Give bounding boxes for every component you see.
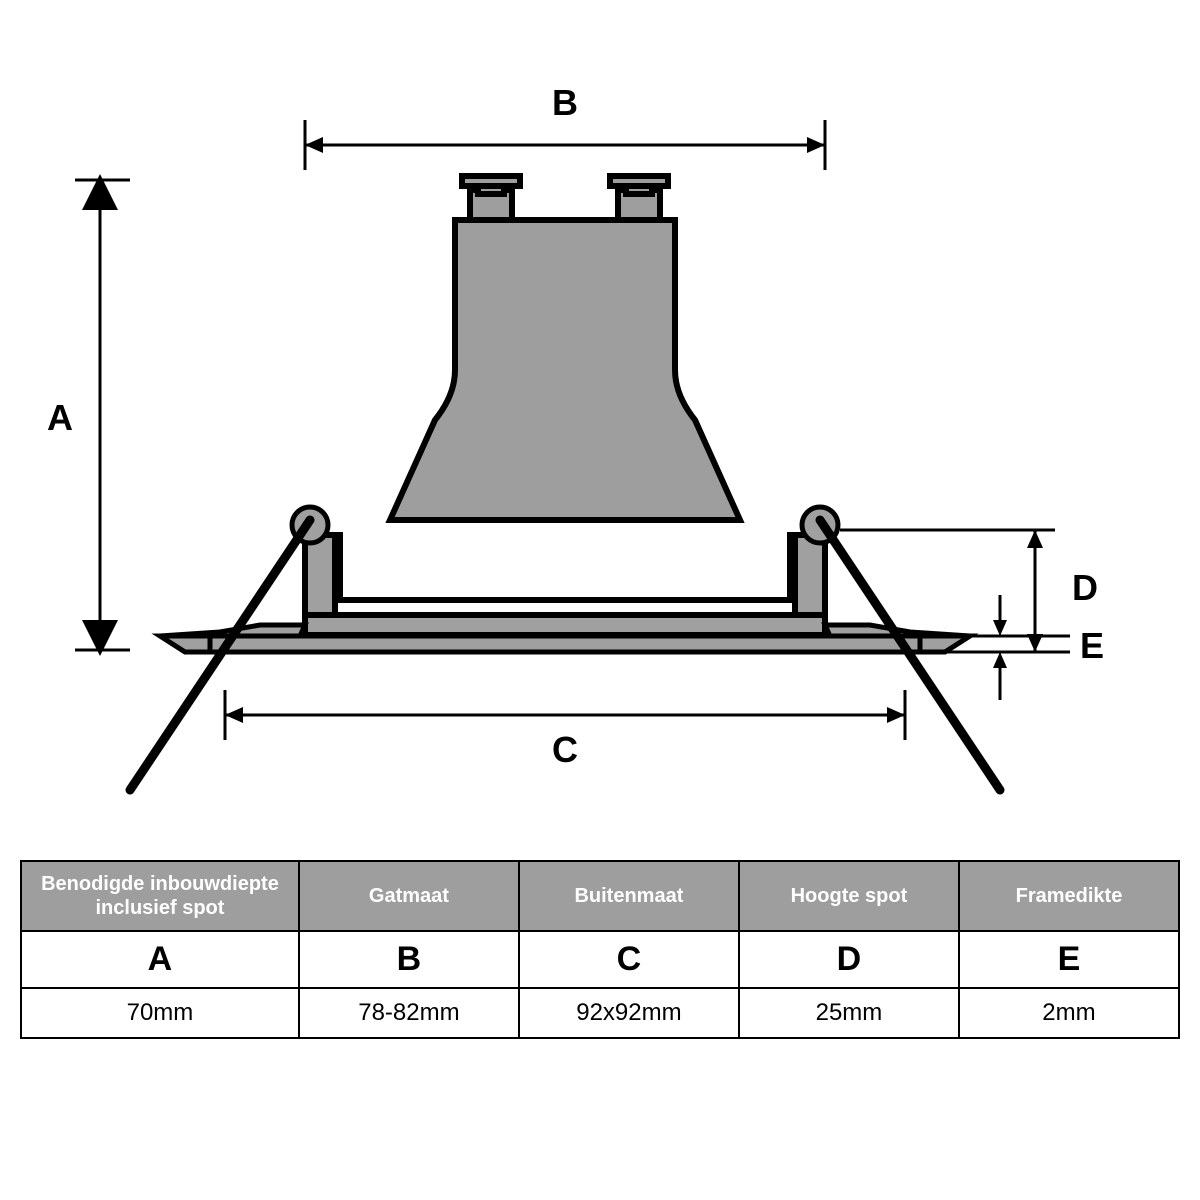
- table-cell: E: [959, 931, 1179, 988]
- col-header: Gatmaat: [299, 861, 519, 931]
- table-header-row: Benodigde inbouwdiepte inclusief spot Ga…: [21, 861, 1179, 931]
- dimension-B: B: [305, 82, 825, 170]
- dimensions-table: Benodigde inbouwdiepte inclusief spot Ga…: [20, 860, 1180, 1039]
- dim-label-B: B: [552, 82, 578, 123]
- table-cell: 2mm: [959, 988, 1179, 1038]
- table-cell: 25mm: [739, 988, 959, 1038]
- dimension-C: C: [225, 690, 905, 770]
- technical-diagram: A B: [0, 0, 1200, 840]
- table-cell: 92x92mm: [519, 988, 739, 1038]
- spring-clip-left: [130, 520, 310, 790]
- bulb-body: [390, 176, 740, 520]
- table-value-row: 70mm 78-82mm 92x92mm 25mm 2mm: [21, 988, 1179, 1038]
- table-cell: 70mm: [21, 988, 299, 1038]
- dim-label-E: E: [1080, 625, 1104, 666]
- holder-cup: [305, 535, 825, 635]
- table-letter-row: A B C D E: [21, 931, 1179, 988]
- table-cell: C: [519, 931, 739, 988]
- dimension-A: A: [47, 180, 130, 650]
- table-cell: 78-82mm: [299, 988, 519, 1038]
- dim-label-D: D: [1072, 567, 1098, 608]
- dim-label-A: A: [47, 397, 73, 438]
- table-cell: A: [21, 931, 299, 988]
- col-header: Benodigde inbouwdiepte inclusief spot: [21, 861, 299, 931]
- dim-label-C: C: [552, 729, 578, 770]
- col-header: Hoogte spot: [739, 861, 959, 931]
- col-header: Buitenmaat: [519, 861, 739, 931]
- col-header: Framedikte: [959, 861, 1179, 931]
- table-cell: B: [299, 931, 519, 988]
- col-header-line1: Benodigde inbouwdiepte: [41, 873, 279, 895]
- col-header-line2: inclusief spot: [96, 897, 225, 919]
- table-cell: D: [739, 931, 959, 988]
- spring-clip-right: [820, 520, 1000, 790]
- dimension-E: E: [935, 595, 1104, 700]
